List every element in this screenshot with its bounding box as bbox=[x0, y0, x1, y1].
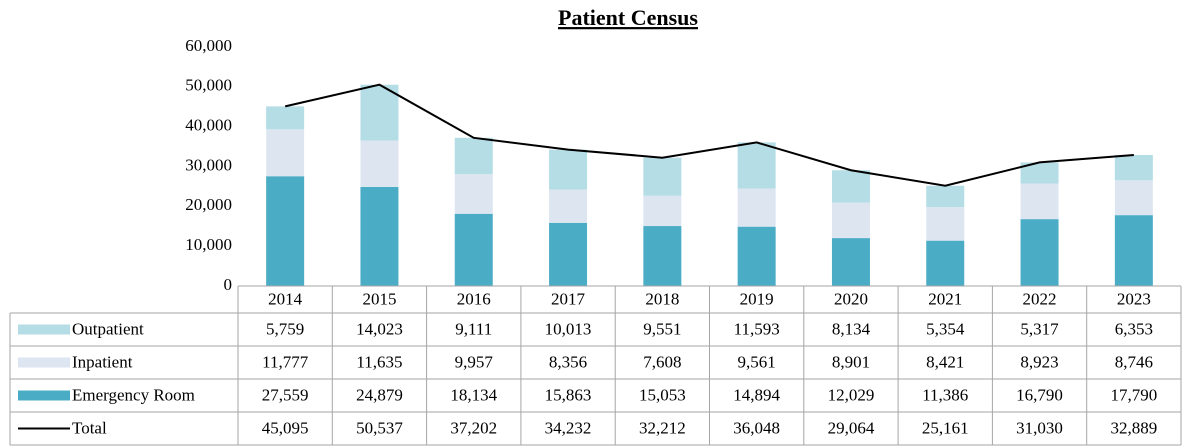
table-value: 11,386 bbox=[922, 385, 968, 404]
table-value: 16,790 bbox=[1016, 385, 1063, 404]
table-value: 6,353 bbox=[1115, 319, 1153, 338]
table-value: 9,561 bbox=[738, 352, 776, 371]
table-value: 15,863 bbox=[545, 385, 592, 404]
table-value: 37,202 bbox=[450, 418, 497, 437]
bar-segment bbox=[831, 170, 870, 203]
table-value: 10,013 bbox=[545, 319, 592, 338]
table-value: 8,134 bbox=[832, 319, 871, 338]
bar-segment bbox=[926, 185, 965, 208]
bar-segment bbox=[831, 238, 870, 286]
bar-segment bbox=[266, 129, 305, 177]
table-value: 8,923 bbox=[1020, 352, 1058, 371]
table-value: 9,551 bbox=[643, 319, 681, 338]
bar-segment bbox=[549, 189, 588, 223]
x-tick-label: 2021 bbox=[928, 289, 962, 308]
table-value: 32,212 bbox=[639, 418, 686, 437]
y-tick-label: 0 bbox=[224, 275, 233, 294]
table-value: 50,537 bbox=[356, 418, 403, 437]
table-value: 25,161 bbox=[922, 418, 969, 437]
bar-segment bbox=[1114, 215, 1153, 286]
table-value: 11,777 bbox=[262, 352, 309, 371]
bar-segment bbox=[549, 222, 588, 286]
bar-segment bbox=[1114, 180, 1153, 216]
legend-key bbox=[18, 324, 70, 335]
legend-label: Total bbox=[72, 418, 107, 437]
bar-segment bbox=[643, 157, 682, 196]
x-tick-label: 2018 bbox=[645, 289, 679, 308]
legend-key bbox=[18, 390, 70, 401]
table-value: 34,232 bbox=[545, 418, 592, 437]
bar-segment bbox=[266, 176, 305, 286]
bar-segment bbox=[1020, 183, 1059, 220]
table-value: 8,746 bbox=[1115, 352, 1153, 371]
bar-segment bbox=[549, 149, 588, 190]
table-value: 18,134 bbox=[450, 385, 497, 404]
bar-segment bbox=[643, 195, 682, 227]
table-value: 14,023 bbox=[356, 319, 403, 338]
table-value: 8,356 bbox=[549, 352, 587, 371]
table-value: 5,317 bbox=[1020, 319, 1059, 338]
total-line bbox=[284, 83, 1134, 187]
table-value: 8,421 bbox=[926, 352, 964, 371]
table-value: 32,889 bbox=[1110, 418, 1157, 437]
table-value: 9,111 bbox=[455, 319, 492, 338]
legend-label: Inpatient bbox=[72, 352, 133, 371]
bar-segment bbox=[266, 106, 305, 130]
bar-segment bbox=[360, 140, 399, 187]
x-tick-label: 2022 bbox=[1023, 289, 1057, 308]
table-value: 45,095 bbox=[262, 418, 309, 437]
y-tick-label: 50,000 bbox=[185, 76, 232, 95]
bar-segment bbox=[737, 226, 776, 286]
bar-segment bbox=[1020, 219, 1059, 286]
x-tick-label: 2015 bbox=[362, 289, 396, 308]
x-tick-label: 2017 bbox=[551, 289, 586, 308]
table-value: 29,064 bbox=[828, 418, 875, 437]
bar-segment bbox=[360, 84, 399, 141]
bar-segment bbox=[1114, 154, 1153, 181]
x-tick-label: 2016 bbox=[457, 289, 491, 308]
bar-segment bbox=[454, 137, 493, 175]
bar-segment bbox=[737, 142, 776, 189]
bar-segment bbox=[454, 174, 493, 214]
table-value: 24,879 bbox=[356, 385, 403, 404]
table-value: 8,901 bbox=[832, 352, 870, 371]
x-tick-label: 2020 bbox=[834, 289, 868, 308]
y-tick-label: 60,000 bbox=[185, 36, 232, 55]
table-value: 11,635 bbox=[356, 352, 402, 371]
chart-title: Patient Census bbox=[558, 5, 698, 30]
legend-label: Outpatient bbox=[72, 319, 144, 338]
table-value: 9,957 bbox=[455, 352, 494, 371]
bar-segment bbox=[454, 213, 493, 286]
table-value: 15,053 bbox=[639, 385, 686, 404]
legend-label: Emergency Room bbox=[72, 385, 195, 404]
x-tick-label: 2014 bbox=[268, 289, 303, 308]
legend-key bbox=[18, 357, 70, 368]
table-value: 27,559 bbox=[262, 385, 309, 404]
table-value: 36,048 bbox=[733, 418, 780, 437]
table-value: 5,354 bbox=[926, 319, 965, 338]
bar-segment bbox=[360, 186, 399, 286]
y-tick-label: 40,000 bbox=[185, 116, 232, 135]
bar-segment bbox=[926, 240, 965, 286]
bar-segment bbox=[643, 226, 682, 286]
bar-segment bbox=[926, 207, 965, 241]
bar-segment bbox=[737, 188, 776, 227]
bar-segment bbox=[831, 202, 870, 239]
table-value: 14,894 bbox=[733, 385, 780, 404]
table-value: 31,030 bbox=[1016, 418, 1063, 437]
y-tick-label: 10,000 bbox=[185, 235, 232, 254]
table-value: 5,759 bbox=[266, 319, 304, 338]
x-tick-label: 2019 bbox=[740, 289, 774, 308]
x-tick-label: 2023 bbox=[1117, 289, 1151, 308]
table-value: 11,593 bbox=[734, 319, 780, 338]
y-tick-label: 30,000 bbox=[185, 155, 232, 174]
table-value: 7,608 bbox=[643, 352, 681, 371]
y-tick-label: 20,000 bbox=[185, 195, 232, 214]
table-value: 12,029 bbox=[828, 385, 875, 404]
bar-segment bbox=[1020, 162, 1059, 184]
table-value: 17,790 bbox=[1110, 385, 1157, 404]
